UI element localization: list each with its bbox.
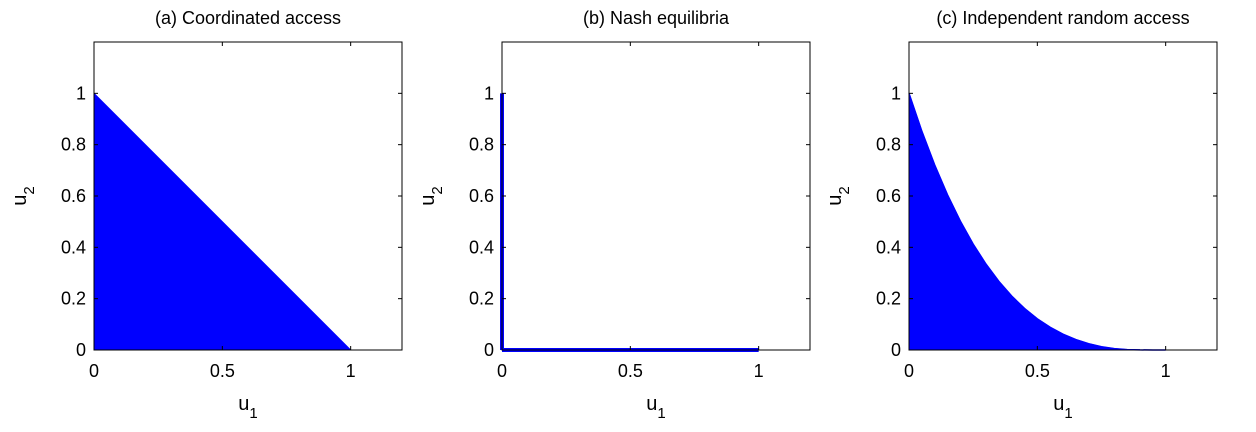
y-tick-label: 0.4 bbox=[61, 237, 86, 257]
y-tick-label: 0 bbox=[891, 340, 901, 360]
x-tick-label: 0.5 bbox=[1025, 361, 1050, 381]
filled-region bbox=[908, 93, 1166, 351]
y-tick-label: 0.2 bbox=[469, 289, 494, 309]
y-tick-label: 0.2 bbox=[61, 289, 86, 309]
y-tick-label: 0.6 bbox=[876, 186, 901, 206]
x-tick-label: 0 bbox=[904, 361, 914, 381]
chart-title: (b) Nash equilibria bbox=[583, 8, 730, 28]
x-tick-label: 1 bbox=[754, 361, 764, 381]
x-tick-label: 0 bbox=[89, 361, 99, 381]
x-tick-label: 0.5 bbox=[210, 361, 235, 381]
chart-panel-2: 0 0.5 1 0 0.2 0.4 0.6 0.8 1 (b) Nash equilibria u1… bbox=[417, 8, 811, 422]
x-tick-label: 1 bbox=[346, 361, 356, 381]
y-tick-label: 0 bbox=[484, 340, 494, 360]
x-axis-label: u1 bbox=[238, 393, 257, 422]
y-tick-label: 0.8 bbox=[469, 135, 494, 155]
filled-region bbox=[93, 92, 352, 351]
chart-title: (a) Coordinated access bbox=[155, 8, 341, 28]
x-tick-label: 1 bbox=[1161, 361, 1171, 381]
axes-box bbox=[501, 41, 811, 351]
y-axis-label: u2 bbox=[9, 186, 38, 205]
y-tick-label: 0 bbox=[76, 340, 86, 360]
y-tick-label: 0.2 bbox=[876, 289, 901, 309]
x-axis-label: u1 bbox=[646, 393, 665, 422]
x-tick-label: 0.5 bbox=[618, 361, 643, 381]
y-tick-label: 0.4 bbox=[876, 237, 901, 257]
y-tick-label: 0.4 bbox=[469, 237, 494, 257]
y-tick-label: 0.8 bbox=[61, 135, 86, 155]
chart-panel-1: 0 0.5 1 0 0.2 0.4 0.6 0.8 1 (a) Coordinated acces… bbox=[9, 8, 403, 422]
x-axis-label: u1 bbox=[1053, 393, 1072, 422]
y-tick-label: 1 bbox=[484, 83, 494, 103]
chart-title: (c) Independent random access bbox=[936, 8, 1189, 28]
y-tick-label: 0.6 bbox=[61, 186, 86, 206]
chart-panel-3: 0 0.5 1 0 0.2 0.4 0.6 0.8 1 (c) Independent rando… bbox=[824, 8, 1218, 422]
x-tick-label: 0 bbox=[497, 361, 507, 381]
y-tick-label: 0.8 bbox=[876, 135, 901, 155]
y-tick-label: 1 bbox=[76, 83, 86, 103]
y-axis-label: u2 bbox=[824, 186, 853, 205]
y-tick-label: 0.6 bbox=[469, 186, 494, 206]
region-boundary bbox=[908, 93, 1166, 351]
y-axis-label: u2 bbox=[417, 186, 446, 205]
y-tick-label: 1 bbox=[891, 83, 901, 103]
